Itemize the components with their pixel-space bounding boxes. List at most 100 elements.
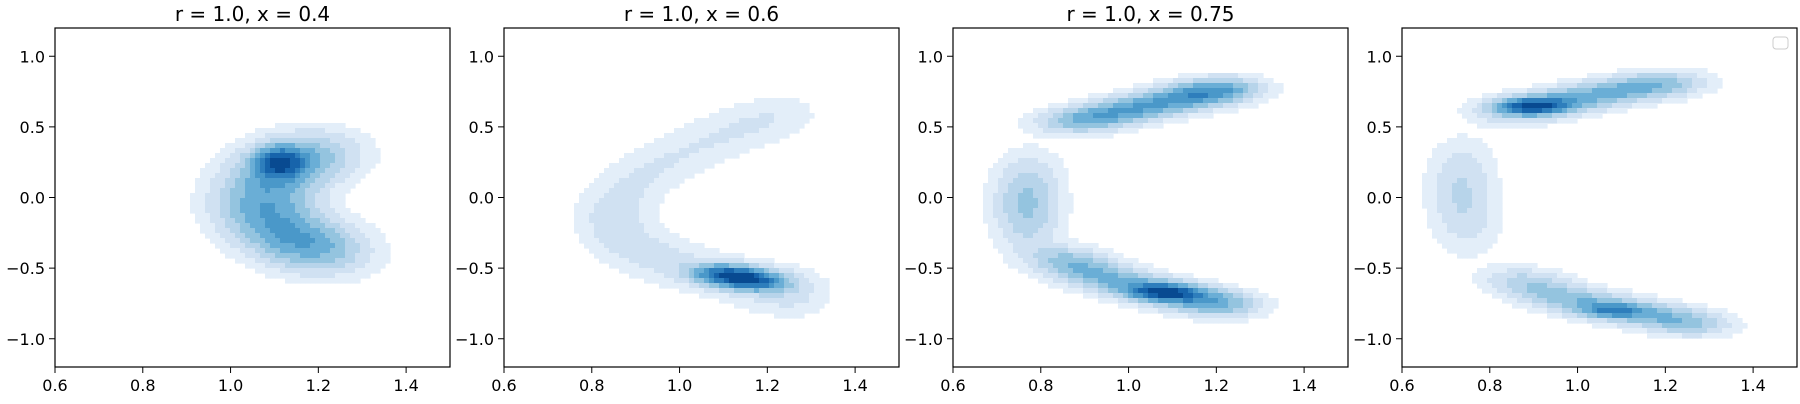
density-cell — [1068, 208, 1074, 214]
density-cell — [355, 238, 361, 244]
density-cell — [1148, 263, 1154, 269]
density-cell — [694, 163, 700, 169]
density-cell — [619, 163, 625, 169]
density-cell — [1517, 93, 1523, 99]
density-cell — [1522, 268, 1528, 274]
density-cell — [1697, 313, 1703, 319]
density-cell — [1597, 113, 1603, 119]
density-cell — [669, 143, 675, 149]
density-cell — [1677, 93, 1683, 99]
density-cell — [719, 143, 725, 149]
density-cell — [1173, 278, 1179, 284]
density-cell — [1487, 278, 1493, 284]
density-cell — [1138, 88, 1144, 94]
density-cell — [315, 273, 321, 279]
density-cell — [1472, 138, 1478, 144]
density-cell — [1507, 118, 1513, 124]
y-tick-label: 1.0 — [469, 47, 494, 66]
density-cell — [215, 203, 221, 209]
density-cell — [784, 288, 790, 294]
density-cell — [1672, 308, 1678, 314]
density-cell — [619, 203, 625, 209]
density-cell — [270, 188, 276, 194]
density-cell — [1068, 103, 1074, 109]
density-cell — [1008, 148, 1014, 154]
density-cell — [265, 233, 271, 239]
density-cell — [664, 273, 670, 279]
density-cell — [1173, 273, 1179, 279]
density-cell — [1118, 268, 1124, 274]
density-cell — [260, 243, 266, 249]
density-cell — [1253, 73, 1259, 79]
density-cell — [1258, 93, 1264, 99]
density-cell — [1223, 298, 1229, 304]
density-cell — [250, 218, 256, 224]
density-cell — [1133, 98, 1139, 104]
density-cell — [1238, 88, 1244, 94]
density-cell — [1582, 298, 1588, 304]
density-cell — [789, 308, 795, 314]
density-cell — [1507, 283, 1513, 289]
density-cell — [814, 298, 820, 304]
density-cell — [1043, 188, 1049, 194]
density-cell — [664, 268, 670, 274]
density-cell — [310, 203, 316, 209]
density-cell — [998, 163, 1004, 169]
density-cell — [275, 268, 281, 274]
density-cell — [1108, 293, 1114, 299]
density-cell — [809, 298, 815, 304]
density-cell — [1108, 123, 1114, 129]
density-cell — [1457, 163, 1463, 169]
density-cell — [1547, 93, 1553, 99]
density-cell — [749, 293, 755, 299]
density-cell — [634, 158, 640, 164]
density-cell — [350, 263, 356, 269]
density-cell — [674, 233, 680, 239]
density-cell — [340, 178, 346, 184]
density-cell — [769, 138, 775, 144]
density-cell — [784, 108, 790, 114]
density-cell — [1153, 113, 1159, 119]
density-cell — [1098, 293, 1104, 299]
density-cell — [330, 218, 336, 224]
density-cell — [1447, 243, 1453, 249]
density-cell — [1168, 103, 1174, 109]
density-cell — [335, 233, 341, 239]
density-cell — [594, 243, 600, 249]
density-cell — [285, 273, 291, 279]
density-cell — [1487, 208, 1493, 214]
density-cell — [280, 203, 286, 209]
density-cell — [285, 138, 291, 144]
density-cell — [1003, 243, 1009, 249]
density-cell — [365, 248, 371, 254]
density-cell — [1637, 73, 1643, 79]
density-cell — [684, 143, 690, 149]
density-cell — [1058, 183, 1064, 189]
density-cell — [1033, 158, 1039, 164]
density-cell — [1537, 83, 1543, 89]
density-cell — [350, 128, 356, 134]
density-cell — [1233, 78, 1239, 84]
density-cell — [1188, 73, 1194, 79]
density-cell — [265, 198, 271, 204]
density-cell — [1652, 83, 1658, 89]
density-cell — [1462, 183, 1468, 189]
density-cell — [1507, 293, 1513, 299]
density-cell — [709, 283, 715, 289]
density-cell — [245, 188, 251, 194]
density-cell — [574, 208, 580, 214]
density-cell — [1477, 138, 1483, 144]
density-cell — [1178, 273, 1184, 279]
density-cell — [295, 203, 301, 209]
density-cell — [1702, 333, 1708, 339]
density-cell — [1467, 183, 1473, 189]
density-cell — [714, 273, 720, 279]
density-cell — [1068, 288, 1074, 294]
density-cell — [1223, 98, 1229, 104]
density-cell — [609, 163, 615, 169]
density-cell — [1143, 263, 1149, 269]
density-cell — [614, 168, 620, 174]
density-cell — [1602, 93, 1608, 99]
density-cell — [1023, 198, 1029, 204]
density-cell — [1178, 113, 1184, 119]
